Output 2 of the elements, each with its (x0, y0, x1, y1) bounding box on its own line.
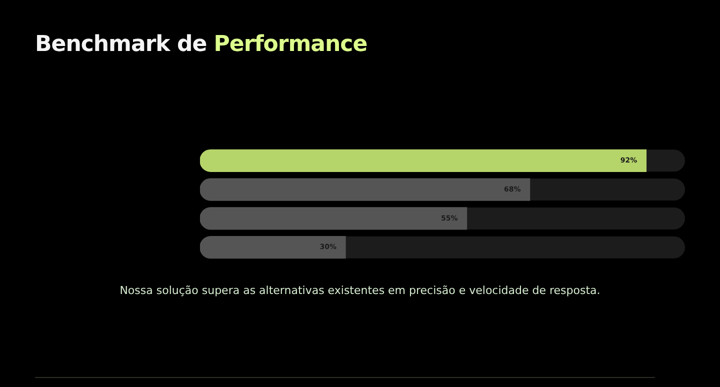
text: Nossa solução supera as alternativas existentes em precisão e velocidade de resposta. (118, 284, 602, 297)
chart-title: Benchmark de Performance (35, 32, 368, 57)
